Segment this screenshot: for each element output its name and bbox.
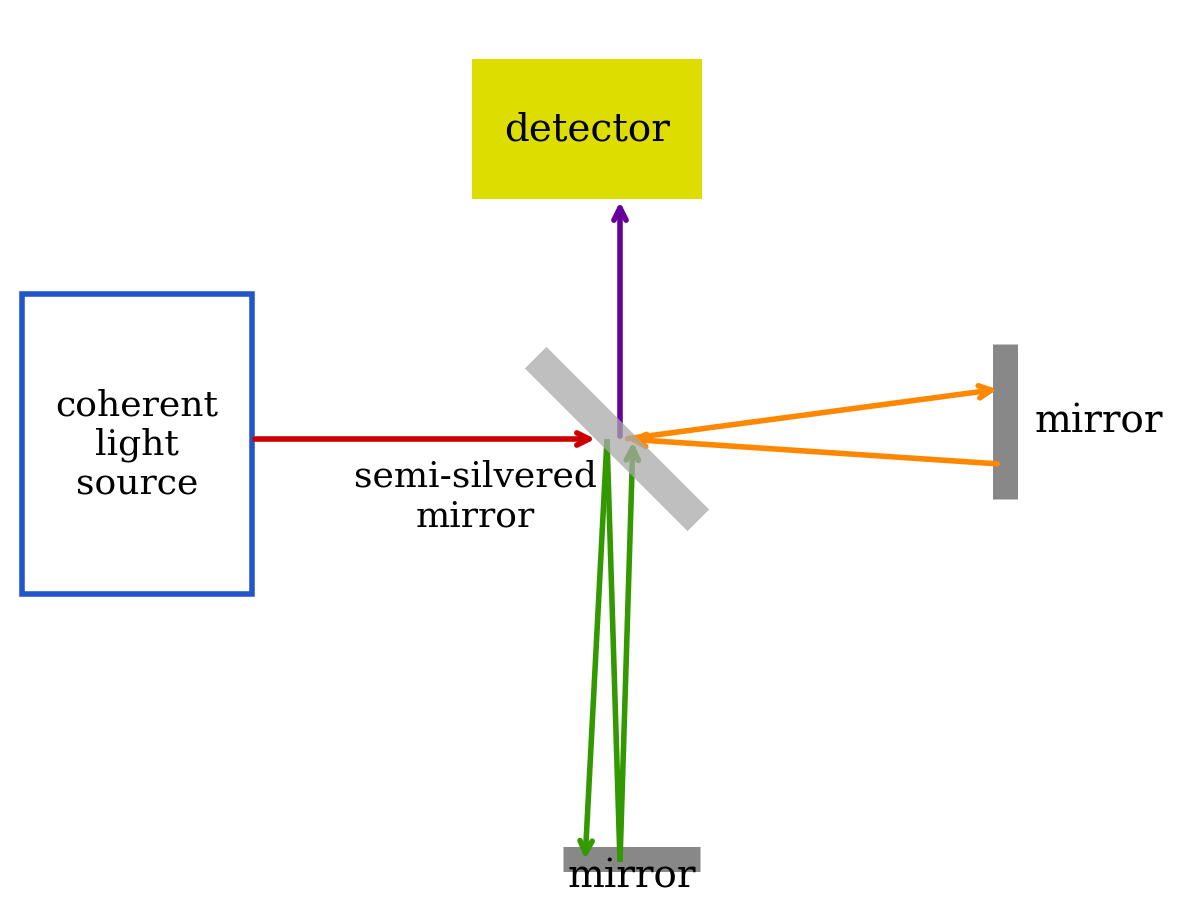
Text: semi-silvered
mirror: semi-silvered mirror xyxy=(354,460,596,533)
Text: coherent
light
source: coherent light source xyxy=(55,388,218,501)
Text: mirror: mirror xyxy=(568,858,696,895)
Bar xyxy=(472,60,702,200)
Bar xyxy=(22,294,252,594)
Text: detector: detector xyxy=(504,111,670,148)
Text: mirror: mirror xyxy=(1034,403,1164,440)
